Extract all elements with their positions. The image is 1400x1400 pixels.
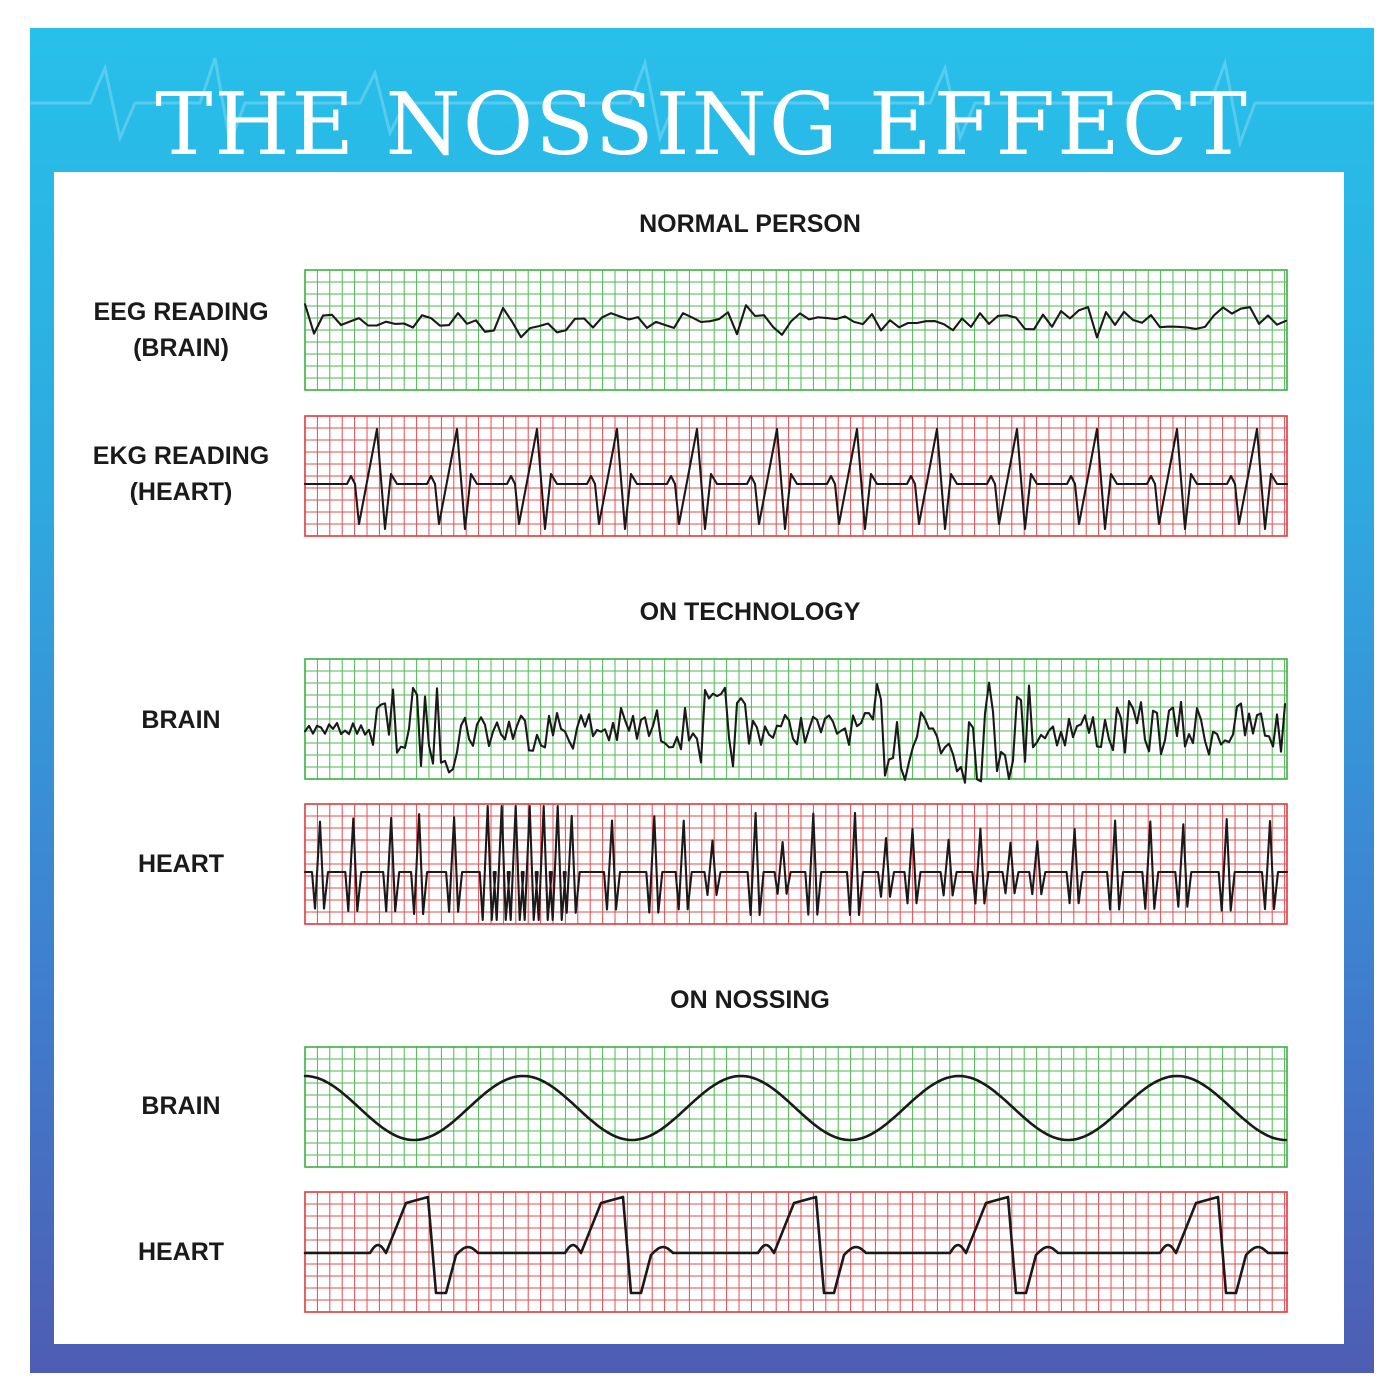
row-label-line1: EEG READING bbox=[93, 298, 269, 326]
row-label-line1: BRAIN bbox=[141, 1092, 221, 1120]
trace-chaotic-eeg bbox=[303, 681, 1287, 784]
section-title-normal-person: NORMAL PERSON bbox=[639, 210, 861, 238]
row-label-nossing-heart: HEART bbox=[56, 1234, 306, 1270]
trace-smooth-sine bbox=[303, 1074, 1288, 1142]
section-title-on-technology: ON TECHNOLOGY bbox=[639, 598, 861, 626]
page-title: THE NOSSING EFFECT bbox=[155, 75, 1249, 175]
row-label-line1: HEART bbox=[137, 1238, 225, 1266]
row-label-line2: (BRAIN) bbox=[133, 334, 229, 362]
row-label-line1: HEART bbox=[137, 850, 225, 878]
section-title-on-nossing: ON NOSSING bbox=[670, 986, 830, 1014]
row-label-technology-heart: HEART bbox=[56, 846, 306, 882]
trace-calm-ekg bbox=[303, 1195, 1289, 1295]
row-label-line1: BRAIN bbox=[141, 706, 221, 734]
row-label-ekg-reading: EKG READING (HEART) bbox=[56, 438, 306, 510]
grid-0-0 bbox=[304, 269, 1288, 391]
row-label-technology-brain: BRAIN bbox=[56, 702, 306, 738]
trace-chaotic-ekg bbox=[303, 804, 1289, 922]
trace-normal-ekg bbox=[303, 427, 1289, 531]
grid-1-0 bbox=[304, 658, 1288, 780]
row-label-eeg-reading: EEG READING (BRAIN) bbox=[56, 294, 306, 366]
trace-normal-eeg bbox=[303, 303, 1288, 339]
grid-1-1 bbox=[304, 803, 1288, 925]
grid-0-1 bbox=[304, 415, 1288, 537]
background-heartbeat-line bbox=[30, 57, 1374, 149]
row-label-line1: EKG READING bbox=[92, 442, 270, 470]
row-label-nossing-brain: BRAIN bbox=[56, 1088, 306, 1124]
row-label-line2: (HEART) bbox=[129, 478, 233, 506]
